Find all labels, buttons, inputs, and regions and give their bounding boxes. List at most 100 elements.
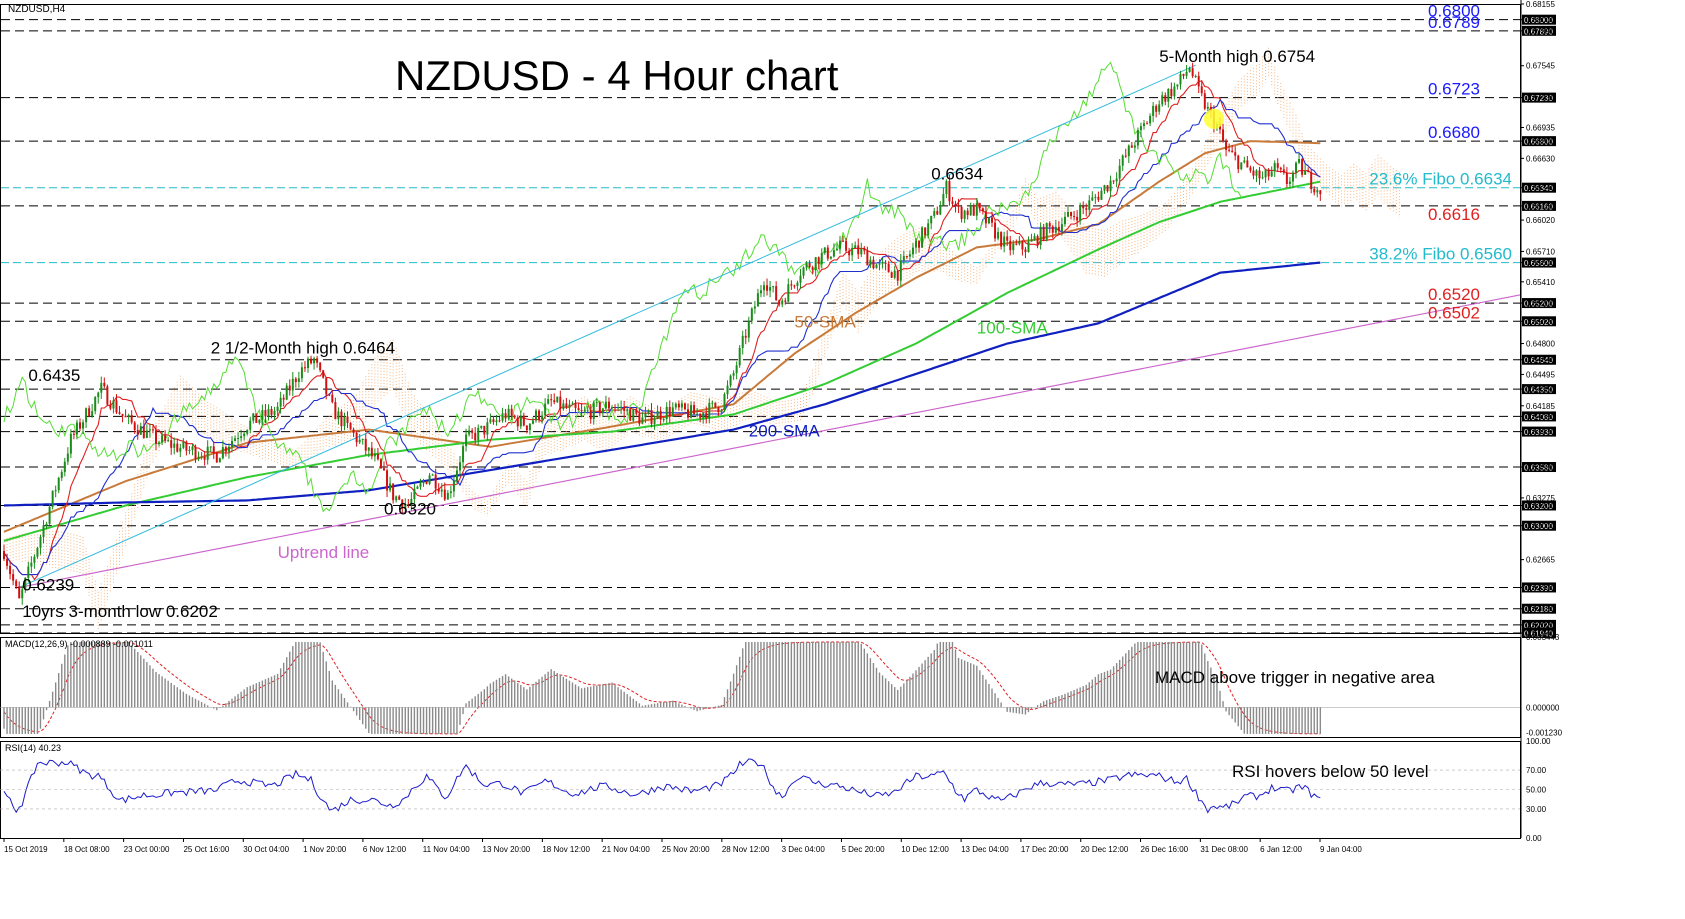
candle-body — [9, 565, 12, 575]
time-tick-label: 6 Nov 12:00 — [363, 845, 407, 854]
candle-body — [908, 254, 911, 257]
candle-body — [1018, 241, 1021, 245]
candle-body — [88, 408, 91, 417]
candle-body — [285, 385, 288, 400]
level-tag-value: 0.66800 — [1524, 138, 1553, 147]
candle-body — [611, 407, 613, 409]
candle-body — [97, 392, 100, 398]
candle-body — [212, 446, 215, 453]
candle-body — [127, 414, 130, 418]
price-tick-label: 0.62180 — [1526, 605, 1555, 614]
candle-body — [118, 412, 121, 414]
candle-body — [963, 210, 966, 219]
candle-body — [1167, 88, 1170, 102]
candle-body — [1039, 226, 1042, 246]
candle-body — [261, 410, 264, 420]
candle-body — [1136, 130, 1139, 146]
level-tag — [1522, 582, 1556, 593]
candle-body — [164, 435, 167, 441]
candle-body — [63, 461, 66, 473]
candle-body — [1173, 86, 1176, 97]
candle-body — [984, 211, 987, 224]
candle-body — [726, 385, 729, 395]
candle-body — [1188, 68, 1191, 72]
candle-body — [425, 481, 428, 484]
time-tick-label: 20 Dec 12:00 — [1081, 845, 1129, 854]
candle-body — [662, 419, 665, 421]
level-tag — [1522, 182, 1556, 193]
candle-body — [756, 293, 759, 307]
candle-body — [735, 365, 738, 374]
candle-body — [349, 422, 352, 430]
chikou-span-line — [3, 61, 1242, 513]
candle-body — [270, 409, 273, 415]
chart-annotation: 0.6320 — [384, 500, 436, 519]
candle-body — [565, 403, 568, 408]
candle-body — [322, 370, 325, 378]
candle-body — [407, 503, 410, 506]
candle-body — [501, 413, 504, 421]
candle-body — [759, 290, 762, 294]
candle-body — [1179, 74, 1182, 85]
candle-body — [638, 413, 641, 424]
candle-body — [346, 416, 349, 423]
level-tag — [1522, 200, 1556, 211]
candle-body — [355, 432, 358, 443]
candle-body — [915, 240, 917, 248]
candle-body — [632, 409, 635, 421]
candle-body — [744, 335, 747, 338]
candle-body — [273, 410, 276, 415]
candle-body — [1130, 145, 1133, 148]
candle-body — [291, 378, 294, 391]
candle-body — [680, 403, 683, 408]
candle-body — [1298, 159, 1301, 163]
candle-body — [595, 402, 598, 404]
candle-body — [328, 394, 331, 396]
candle-body — [1091, 197, 1094, 201]
candle-body — [899, 260, 902, 281]
candle-body — [1051, 226, 1054, 233]
candle-body — [203, 456, 206, 460]
macd-tick-label: -0.001230 — [1526, 729, 1563, 738]
candle-body — [173, 443, 176, 448]
level-tag — [1522, 500, 1556, 511]
candle-body — [227, 446, 230, 452]
chart-annotation: 2 1/2-Month high 0.6464 — [211, 339, 395, 358]
level-tag-value: 0.62180 — [1524, 605, 1553, 614]
candle-body — [54, 490, 57, 492]
candle-body — [1246, 160, 1249, 168]
price-tick-label: 0.62390 — [1526, 583, 1555, 592]
price-tick-label: 0.64080 — [1526, 412, 1555, 421]
candle-body — [732, 373, 735, 376]
time-tick-label: 25 Nov 20:00 — [662, 845, 710, 854]
candle-body — [288, 385, 291, 391]
candle-body — [568, 404, 571, 408]
candle-body — [106, 386, 109, 405]
candle-body — [921, 227, 924, 248]
level-tag — [1522, 384, 1556, 395]
candle-body — [386, 470, 389, 491]
candle-body — [936, 211, 939, 215]
candle-body — [991, 217, 993, 223]
candle-body — [30, 562, 33, 567]
candle-body — [416, 486, 419, 489]
time-tick-label: 3 Dec 04:00 — [782, 845, 826, 854]
level-tag-value: 0.62390 — [1524, 584, 1553, 593]
price-tick-label: 0.66800 — [1526, 137, 1555, 146]
macd-annotation: MACD above trigger in negative area — [1155, 668, 1435, 687]
candle-body — [972, 205, 975, 216]
macd-title: MACD(12,26,9) -0.000889 -0.001011 — [5, 639, 153, 649]
candle-body — [769, 287, 772, 291]
candle-body — [766, 285, 769, 291]
candle-body — [139, 426, 142, 435]
candle-body — [553, 400, 556, 403]
candle-body — [151, 429, 154, 431]
candle-body — [1063, 216, 1066, 225]
candle-body — [197, 456, 200, 460]
candle-body — [258, 419, 261, 423]
candle-body — [839, 240, 841, 249]
price-tick-label: 0.62020 — [1526, 621, 1555, 630]
time-tick-label: 10 Dec 12:00 — [901, 845, 949, 854]
candle-body — [674, 403, 677, 408]
candle-body — [924, 227, 927, 236]
